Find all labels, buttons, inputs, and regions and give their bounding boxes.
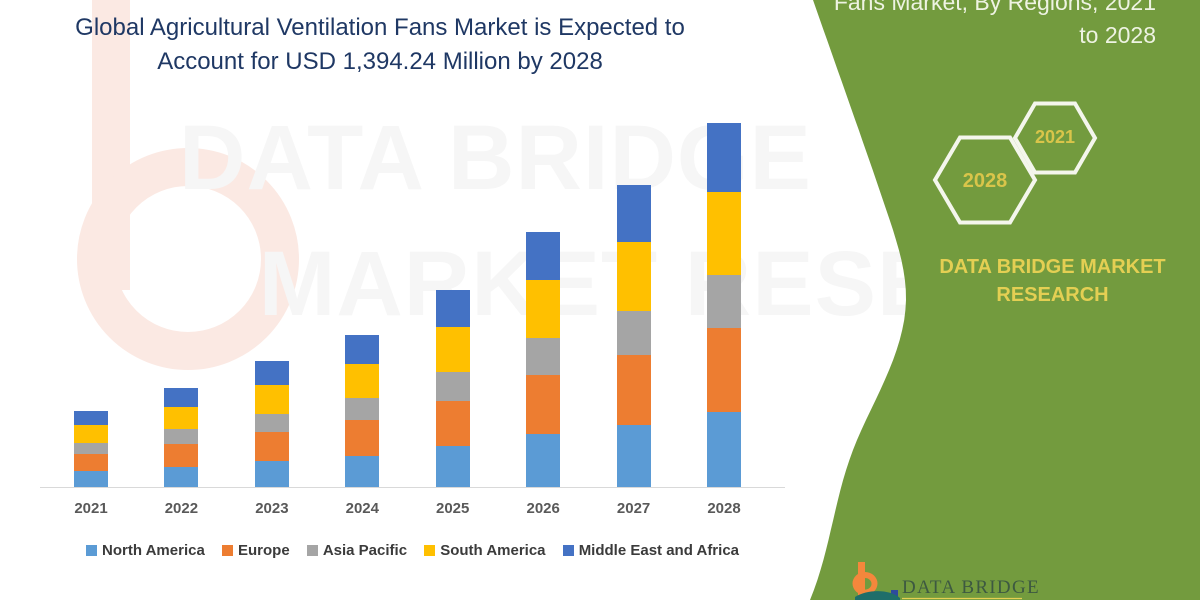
svg-text:DATA BRIDGE: DATA BRIDGE <box>902 577 1040 598</box>
